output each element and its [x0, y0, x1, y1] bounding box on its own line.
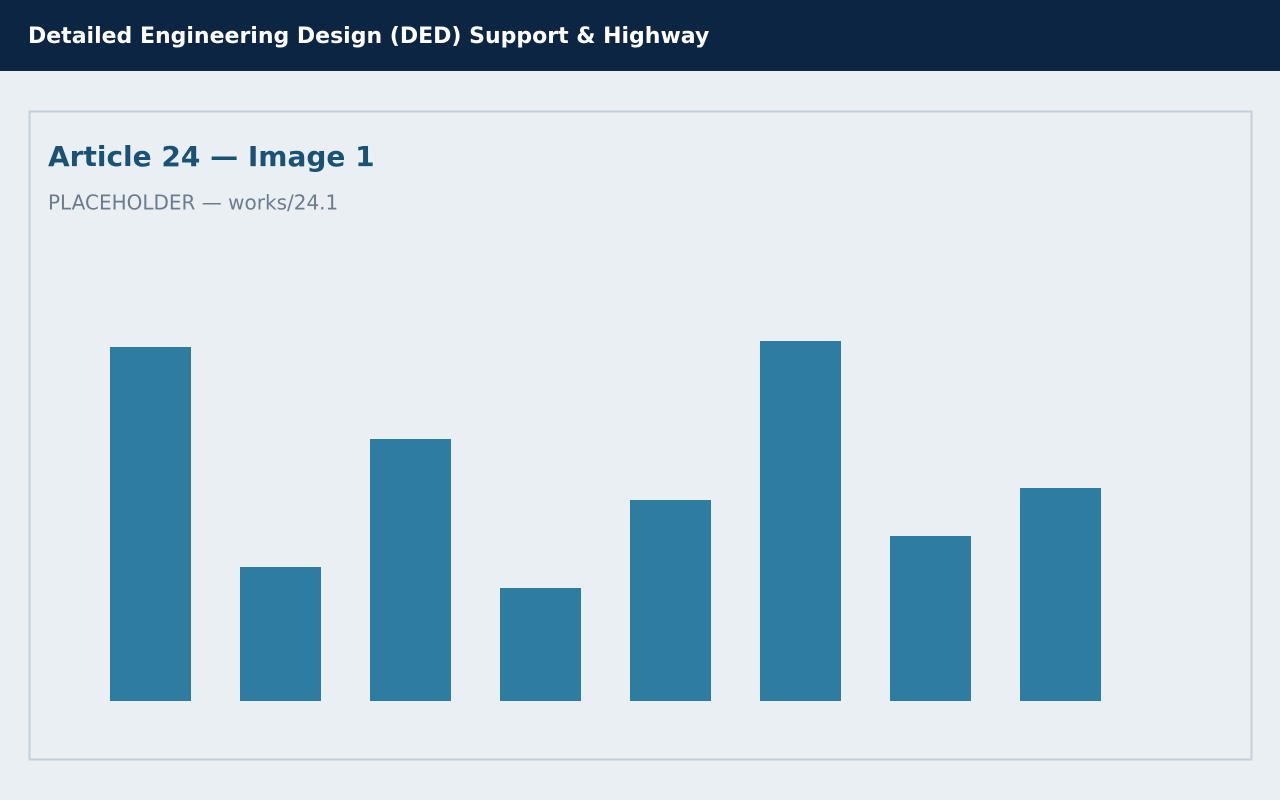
header-bar: [0, 0, 1280, 71]
panel-subtitle: PLACEHOLDER — works/24.1: [48, 191, 338, 215]
bar: [1020, 488, 1101, 701]
bar: [240, 567, 321, 701]
bar: [630, 500, 711, 701]
bar: [760, 341, 841, 701]
bar: [370, 439, 451, 701]
bar: [500, 588, 581, 701]
bar: [890, 536, 971, 701]
bar: [110, 347, 191, 701]
header-title: Detailed Engineering Design (DED) Suppor…: [28, 24, 709, 49]
panel-title: Article 24 — Image 1: [48, 140, 375, 173]
